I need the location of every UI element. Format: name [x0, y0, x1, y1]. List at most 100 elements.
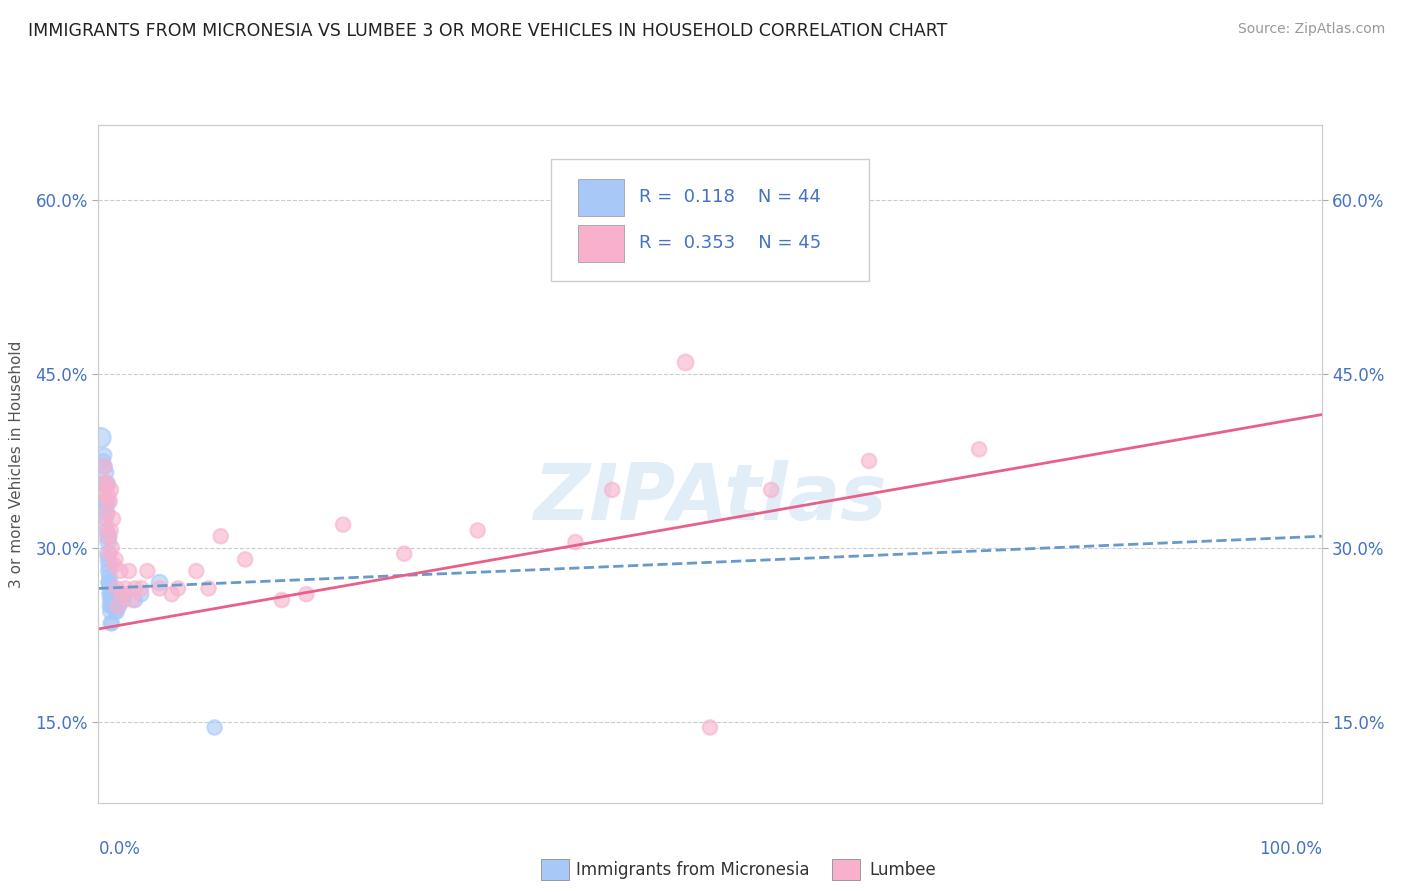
Point — [98, 558, 121, 573]
Point — [101, 599, 124, 613]
Point — [97, 564, 120, 578]
Point — [94, 489, 117, 503]
Point — [100, 593, 122, 607]
Point — [101, 541, 124, 555]
Point — [101, 616, 124, 631]
Text: IMMIGRANTS FROM MICRONESIA VS LUMBEE 3 OR MORE VEHICLES IN HOUSEHOLD CORRELATION: IMMIGRANTS FROM MICRONESIA VS LUMBEE 3 O… — [28, 22, 948, 40]
Point — [186, 564, 208, 578]
Point — [124, 582, 146, 596]
Point — [103, 599, 125, 613]
Text: R =  0.118    N = 44: R = 0.118 N = 44 — [640, 188, 821, 206]
Point — [149, 582, 172, 596]
Point — [101, 587, 124, 601]
Point — [104, 605, 127, 619]
Point — [98, 587, 121, 601]
Point — [332, 517, 354, 532]
Point — [111, 593, 134, 607]
Point — [111, 587, 134, 601]
Point — [96, 477, 118, 491]
Point — [90, 431, 112, 445]
Text: ZIPAtlas: ZIPAtlas — [533, 459, 887, 536]
Point — [107, 599, 129, 613]
Text: Immigrants from Micronesia: Immigrants from Micronesia — [576, 861, 810, 879]
Point — [110, 564, 132, 578]
Point — [94, 500, 117, 515]
Y-axis label: 3 or more Vehicles in Household: 3 or more Vehicles in Household — [10, 340, 24, 588]
Point — [114, 587, 136, 601]
Point — [96, 494, 118, 508]
Point — [94, 477, 117, 491]
Point — [105, 605, 128, 619]
Point — [858, 454, 880, 468]
FancyBboxPatch shape — [551, 159, 869, 281]
Point — [118, 564, 141, 578]
Point — [103, 558, 125, 573]
Point — [98, 570, 121, 584]
Point — [392, 547, 416, 561]
Text: 0.0%: 0.0% — [98, 840, 141, 858]
Point — [136, 564, 159, 578]
FancyBboxPatch shape — [578, 179, 624, 217]
Point — [100, 483, 122, 497]
Point — [96, 506, 118, 520]
Point — [98, 575, 121, 590]
Point — [129, 587, 152, 601]
Point — [94, 512, 117, 526]
Point — [467, 524, 489, 538]
Point — [96, 506, 118, 520]
Point — [97, 489, 120, 503]
Point — [94, 494, 117, 508]
Point — [93, 448, 115, 462]
Point — [100, 605, 122, 619]
Point — [97, 552, 120, 566]
Point — [93, 477, 115, 491]
Point — [160, 587, 183, 601]
Point — [675, 355, 697, 369]
Point — [91, 477, 114, 491]
Point — [98, 599, 121, 613]
Point — [967, 442, 990, 457]
Point — [105, 582, 128, 596]
Point — [197, 582, 219, 596]
Point — [97, 529, 120, 543]
Point — [96, 477, 118, 491]
Point — [699, 721, 721, 735]
Point — [97, 535, 120, 549]
Point — [100, 616, 122, 631]
Point — [108, 599, 131, 613]
Point — [91, 477, 114, 491]
Point — [94, 517, 117, 532]
Point — [114, 582, 136, 596]
Point — [295, 587, 318, 601]
Point — [204, 721, 226, 735]
Point — [121, 593, 143, 607]
Point — [149, 575, 172, 590]
Text: Lumbee: Lumbee — [869, 861, 935, 879]
Point — [270, 593, 294, 607]
Point — [97, 547, 120, 561]
Point — [167, 582, 190, 596]
Point — [100, 524, 122, 538]
Point — [98, 547, 121, 561]
Point — [93, 459, 115, 474]
Text: R =  0.353    N = 45: R = 0.353 N = 45 — [640, 234, 821, 252]
Point — [233, 552, 256, 566]
Point — [101, 593, 124, 607]
Point — [96, 524, 118, 538]
FancyBboxPatch shape — [578, 225, 624, 262]
Point — [94, 466, 117, 480]
Point — [101, 512, 124, 526]
Point — [600, 483, 623, 497]
Point — [100, 582, 122, 596]
Point — [98, 494, 121, 508]
Point — [124, 593, 146, 607]
Point — [564, 535, 586, 549]
Text: 100.0%: 100.0% — [1258, 840, 1322, 858]
Point — [93, 459, 115, 474]
Point — [104, 552, 127, 566]
Point — [91, 454, 114, 468]
Text: Source: ZipAtlas.com: Source: ZipAtlas.com — [1237, 22, 1385, 37]
Point — [129, 582, 152, 596]
Point — [209, 529, 232, 543]
Point — [97, 529, 120, 543]
